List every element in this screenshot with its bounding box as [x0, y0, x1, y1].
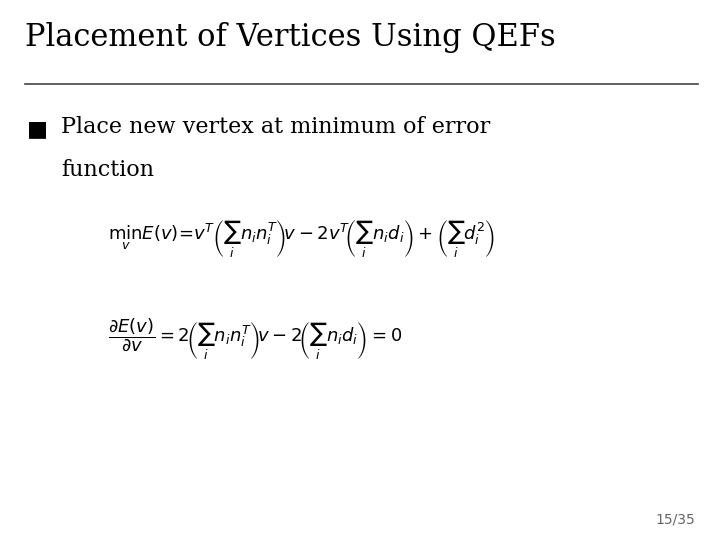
Text: Placement of Vertices Using QEFs: Placement of Vertices Using QEFs: [25, 22, 556, 52]
Text: $\dfrac{\partial E(v)}{\partial v} = 2\!\left(\sum_{i} n_i n_i^T\right)\!v - 2\!: $\dfrac{\partial E(v)}{\partial v} = 2\!…: [108, 316, 402, 362]
Text: 15/35: 15/35: [655, 512, 695, 526]
Text: function: function: [61, 159, 154, 181]
Text: ■: ■: [27, 119, 48, 139]
Text: Place new vertex at minimum of error: Place new vertex at minimum of error: [61, 116, 490, 138]
Text: $\min_{v} E(v) = v^T\!\left(\sum_{i} n_i n_i^T\right)\!v - 2v^T\!\left(\sum_{i} : $\min_{v} E(v) = v^T\!\left(\sum_{i} n_i…: [108, 219, 495, 260]
